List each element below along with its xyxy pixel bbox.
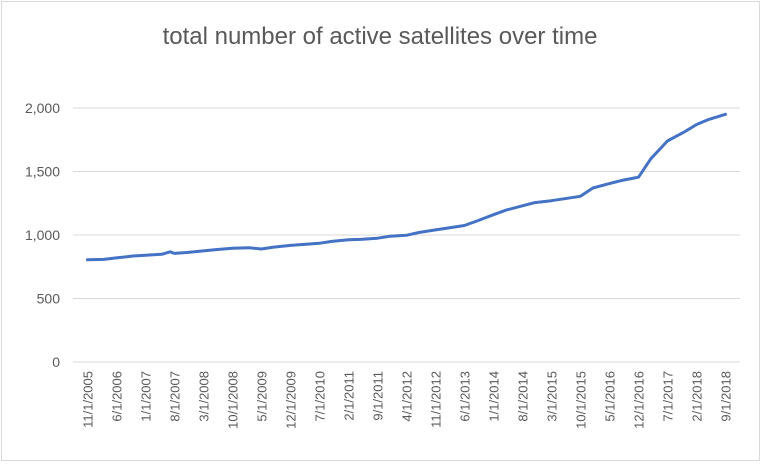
y-tick-label: 1,000	[25, 227, 60, 243]
x-tick-label: 3/1/2008	[197, 371, 212, 422]
x-axis-ticks: 11/1/2005 6/1/2006 1/1/2007 8/1/2007 3/1/200…	[81, 371, 734, 429]
x-tick-label: 2/1/2018	[690, 371, 705, 422]
x-tick-label: 11/1/2005	[81, 371, 96, 428]
y-tick-label: 0	[52, 354, 60, 370]
x-tick-label: 7/1/2017	[661, 371, 676, 422]
y-axis-ticks: 0 500 1,000 1,500 2,000	[25, 100, 60, 370]
x-tick-label: 12/1/2009	[284, 371, 299, 429]
x-tick-label: 8/1/2007	[168, 371, 183, 422]
x-tick-label: 6/1/2013	[458, 371, 473, 422]
x-tick-label: 11/1/2012	[429, 371, 444, 428]
series-line	[86, 112, 727, 262]
x-tick-label: 3/1/2015	[545, 371, 560, 422]
y-tick-label: 2,000	[25, 100, 60, 116]
x-tick-label: 2/1/2011	[342, 371, 357, 421]
x-tick-label: 8/1/2014	[516, 371, 531, 422]
x-tick-label: 7/1/2010	[313, 371, 328, 422]
y-tick-label: 500	[37, 291, 61, 307]
x-tick-label: 9/1/2011	[371, 371, 386, 421]
gridlines	[73, 107, 740, 363]
x-tick-label: 9/1/2018	[719, 371, 734, 422]
x-tick-label: 4/1/2012	[400, 371, 415, 422]
x-tick-label: 10/1/2015	[574, 371, 589, 429]
x-tick-label: 1/1/2007	[139, 371, 154, 422]
x-tick-label: 12/1/2016	[632, 371, 647, 429]
chart-title: total number of active satellites over t…	[163, 23, 598, 50]
x-tick-label: 5/1/2009	[255, 371, 270, 422]
x-tick-label: 6/1/2006	[110, 371, 125, 422]
x-tick-label: 10/1/2008	[226, 371, 241, 429]
x-tick-label: 1/1/2014	[487, 371, 502, 422]
x-tick-label: 5/1/2016	[603, 371, 618, 422]
y-tick-label: 1,500	[25, 164, 60, 180]
